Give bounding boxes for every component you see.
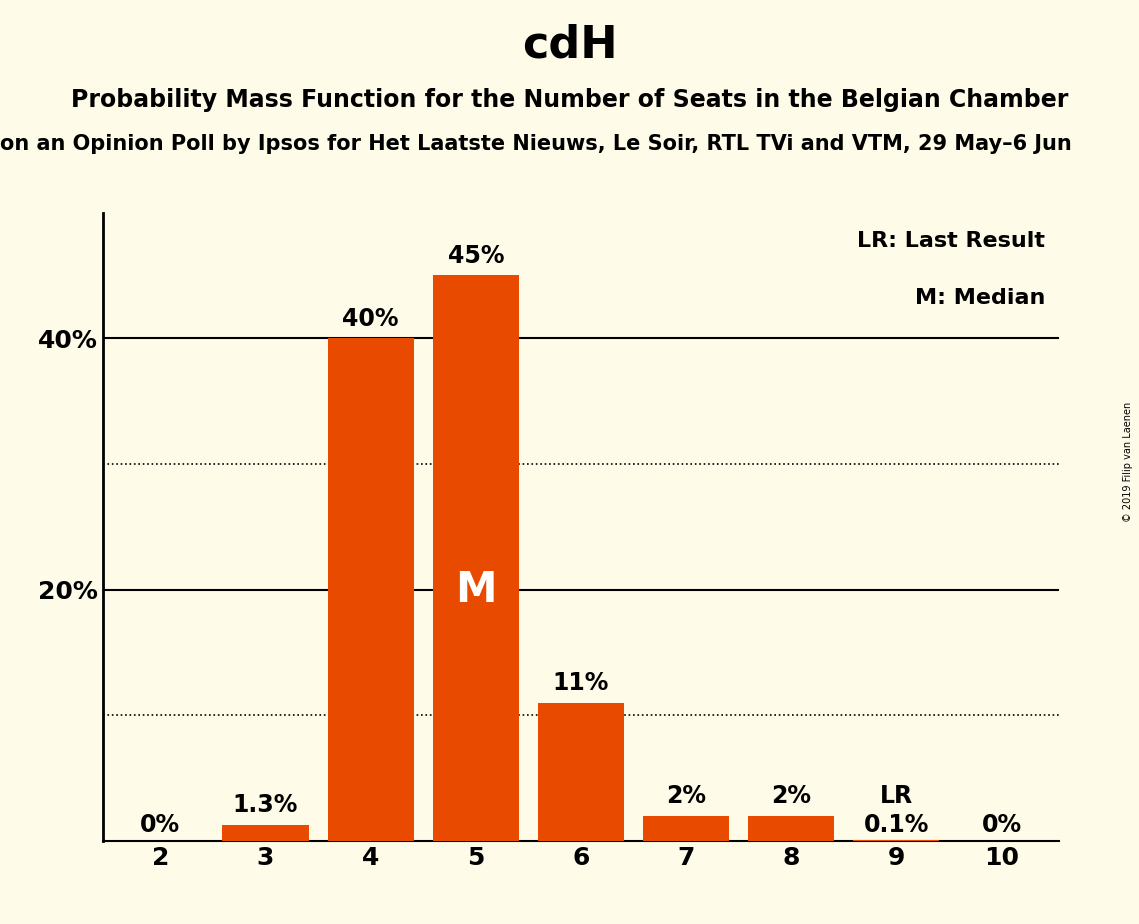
Text: LR: LR: [879, 784, 912, 808]
Bar: [433, 275, 519, 841]
Text: © 2019 Filip van Laenen: © 2019 Filip van Laenen: [1123, 402, 1133, 522]
Text: 2%: 2%: [771, 784, 811, 808]
Text: 45%: 45%: [448, 244, 503, 268]
Text: 0.1%: 0.1%: [863, 813, 929, 837]
Bar: [328, 338, 413, 841]
Bar: [853, 840, 940, 841]
Text: 11%: 11%: [552, 671, 609, 695]
Text: 2%: 2%: [666, 784, 706, 808]
Text: Probability Mass Function for the Number of Seats in the Belgian Chamber: Probability Mass Function for the Number…: [71, 88, 1068, 112]
Text: 1.3%: 1.3%: [232, 793, 298, 817]
Bar: [642, 816, 729, 841]
Text: cdH: cdH: [522, 23, 617, 67]
Bar: [538, 702, 624, 841]
Text: 0%: 0%: [982, 813, 1022, 837]
Text: 40%: 40%: [343, 307, 399, 331]
Text: LR: Last Result: LR: Last Result: [857, 231, 1044, 251]
Text: M: Median: M: Median: [915, 288, 1044, 308]
Text: on an Opinion Poll by Ipsos for Het Laatste Nieuws, Le Soir, RTL TVi and VTM, 29: on an Opinion Poll by Ipsos for Het Laat…: [0, 134, 1072, 154]
Text: M: M: [454, 568, 497, 611]
Bar: [222, 824, 309, 841]
Text: 0%: 0%: [140, 813, 180, 837]
Bar: [748, 816, 834, 841]
